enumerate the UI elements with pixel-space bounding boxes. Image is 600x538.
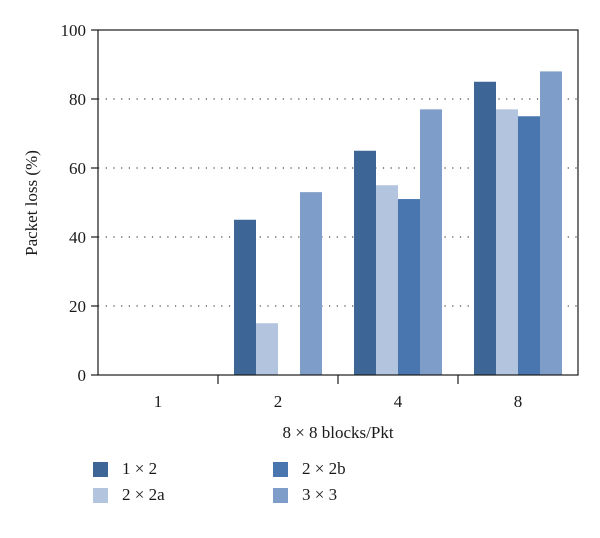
y-tick-label: 0 [78, 366, 87, 385]
bar [518, 116, 540, 375]
legend-item: 3 × 3 [273, 485, 337, 505]
x-tick-label: 1 [154, 392, 163, 411]
legend-item: 2 × 2b [273, 459, 346, 479]
legend-label: 3 × 3 [302, 485, 338, 504]
bar [300, 192, 322, 375]
y-tick-label: 40 [69, 228, 86, 247]
bar [420, 109, 442, 375]
bars [234, 71, 562, 376]
x-tick-label: 8 [514, 392, 523, 411]
bar [398, 199, 420, 375]
bar [354, 150, 376, 375]
bar [540, 71, 562, 376]
legend-swatch [93, 461, 108, 477]
legend-swatch [273, 461, 288, 477]
legend-label: 2 × 2b [302, 459, 346, 478]
x-tick-label: 2 [274, 392, 283, 411]
legend-swatch [273, 487, 288, 503]
y-tick-label: 100 [61, 21, 87, 40]
y-axis-ticks: 0 20 40 60 80 100 [61, 21, 98, 385]
legend-label: 1 × 2 [122, 459, 158, 478]
x-axis-label: 8 × 8 blocks/Pkt [282, 423, 393, 442]
bar [376, 185, 398, 375]
legend-item: 2 × 2a [93, 485, 165, 505]
bar [234, 219, 256, 375]
bar [496, 109, 518, 375]
y-tick-label: 60 [69, 159, 86, 178]
bar-chart: 0 20 40 60 80 100 1 2 4 8 Packet loss (%) 8 × 8 … [22, 21, 579, 442]
y-tick-label: 20 [69, 297, 86, 316]
legend-label: 2 × 2a [122, 485, 165, 504]
bar [474, 81, 496, 375]
bar [256, 323, 278, 375]
legend-swatch [93, 487, 108, 503]
x-tick-label: 4 [394, 392, 403, 411]
y-tick-label: 80 [69, 90, 86, 109]
y-axis-label: Packet loss (%) [22, 150, 41, 256]
legend-item: 1 × 2 [93, 459, 157, 479]
x-axis-ticks: 1 2 4 8 [154, 375, 523, 411]
